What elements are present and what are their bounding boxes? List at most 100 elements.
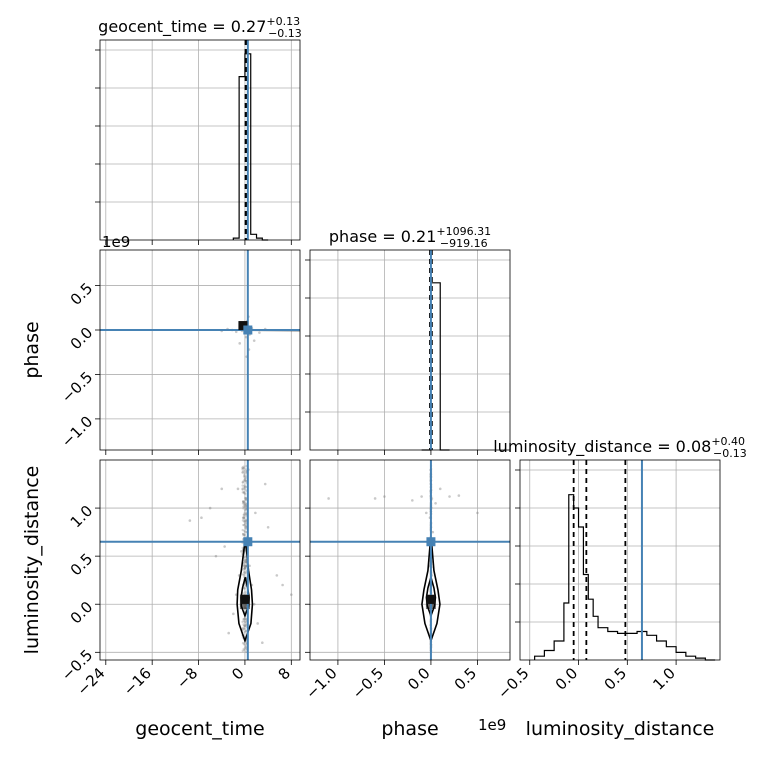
sample-point xyxy=(244,643,247,646)
histogram-luminosity_distance xyxy=(534,494,716,661)
sample-point xyxy=(243,523,246,527)
sample-point xyxy=(244,571,247,575)
sample-point xyxy=(243,492,246,495)
sample-point xyxy=(242,534,245,537)
scatter-panel-geocent_time-phase xyxy=(100,250,300,450)
sample-point xyxy=(241,500,245,503)
sample-point xyxy=(241,481,244,484)
sample-point xyxy=(438,487,442,491)
x-tick-label: −8 xyxy=(173,664,201,692)
sample-point xyxy=(241,573,245,576)
x-axis-label: phase xyxy=(381,718,438,740)
sample-point xyxy=(244,564,248,568)
title-main: luminosity_distance = 0.08 xyxy=(493,437,711,457)
sample-point xyxy=(241,484,244,487)
sample-point xyxy=(243,472,246,475)
sample-point xyxy=(420,495,423,498)
sample-point xyxy=(252,339,256,342)
sample-point xyxy=(243,587,246,590)
sample-point xyxy=(223,545,226,548)
sample-point xyxy=(243,624,247,628)
sample-point xyxy=(242,486,245,490)
sample-point xyxy=(431,530,435,534)
sample-point xyxy=(244,505,248,508)
contour-outer xyxy=(236,545,254,644)
sample-point xyxy=(227,631,230,635)
sample-point xyxy=(243,505,246,509)
sample-point xyxy=(261,641,264,644)
sample-point xyxy=(476,511,479,515)
sample-point xyxy=(242,520,246,523)
x-tick-label: −1.0 xyxy=(302,664,340,702)
y-axis-label: luminosity_distance xyxy=(21,466,43,655)
histogram-phase xyxy=(421,282,450,451)
sample-point xyxy=(244,618,248,621)
sample-point xyxy=(242,516,245,519)
sample-point xyxy=(243,567,247,570)
sample-point xyxy=(243,522,247,526)
sample-point xyxy=(244,526,247,529)
sample-point xyxy=(244,565,247,569)
sample-point xyxy=(252,602,256,606)
x-tick-label: −0.5 xyxy=(494,664,532,702)
sample-point xyxy=(243,474,246,477)
y-tick-label: 0.5 xyxy=(67,279,97,309)
sample-point xyxy=(242,469,245,473)
sample-point xyxy=(242,516,246,519)
sample-point xyxy=(243,486,247,489)
median-marker xyxy=(240,594,250,604)
sample-point xyxy=(243,630,246,634)
sample-point xyxy=(236,487,240,491)
panel-frame xyxy=(309,249,511,451)
sample-point xyxy=(457,494,461,497)
scatter-panel-phase-luminosity_distance xyxy=(310,460,510,660)
sample-point xyxy=(242,491,245,494)
sample-point xyxy=(243,533,246,537)
sample-point xyxy=(243,564,246,568)
sample-point xyxy=(243,567,246,570)
sample-point xyxy=(243,560,247,564)
x-tick-label: 0 xyxy=(228,664,247,683)
sample-point xyxy=(243,511,246,514)
sample-point xyxy=(244,630,248,633)
y-offset-label: 1e9 xyxy=(102,233,130,251)
sample-point xyxy=(243,620,247,624)
sample-point xyxy=(244,479,248,482)
sample-point xyxy=(244,559,247,562)
title-main: geocent_time = 0.27 xyxy=(98,17,266,37)
sample-point xyxy=(245,645,248,648)
x-offset-label: 1e9 xyxy=(478,716,506,734)
sample-point xyxy=(243,567,246,570)
sample-point xyxy=(241,528,244,532)
sample-point xyxy=(242,619,245,623)
panel-frame xyxy=(99,459,301,661)
sample-point xyxy=(290,593,293,596)
sample-point xyxy=(242,500,245,503)
histogram-geocent_time xyxy=(232,53,269,241)
sample-point xyxy=(241,519,245,522)
sample-point xyxy=(244,525,247,528)
panel-title: geocent_time = 0.27+0.13 −0.13 xyxy=(98,15,302,40)
sample-point xyxy=(200,516,203,519)
y-tick-label: 1.0 xyxy=(67,502,97,532)
sample-point xyxy=(243,529,246,533)
median-marker xyxy=(238,321,248,331)
sample-point xyxy=(244,591,247,594)
panel-title: phase = 0.21+1096.31 −919.16 xyxy=(329,225,491,250)
sample-point xyxy=(243,503,247,506)
sample-point xyxy=(243,556,247,559)
sample-point xyxy=(244,646,247,649)
sample-point xyxy=(220,487,224,491)
sample-point xyxy=(243,571,246,574)
sample-point xyxy=(243,487,247,491)
truth-marker xyxy=(426,537,436,547)
sample-point xyxy=(243,479,247,482)
x-axis-label: geocent_time xyxy=(135,718,264,740)
sample-point xyxy=(243,648,246,652)
sample-point xyxy=(238,342,242,345)
panel-title: luminosity_distance = 0.08+0.40 −0.13 xyxy=(493,435,747,460)
panel-frame xyxy=(99,249,301,451)
sample-point xyxy=(244,476,248,479)
sample-point xyxy=(243,624,247,628)
